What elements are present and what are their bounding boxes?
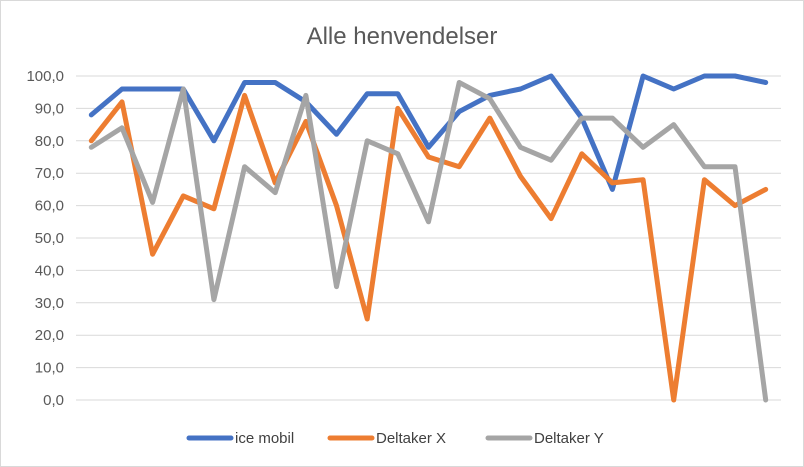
legend-label: Deltaker Y [534, 430, 604, 447]
y-tick-label: 80,0 [35, 133, 64, 150]
y-tick-label: 30,0 [35, 295, 64, 312]
series-line-deltaker-x [88, 92, 769, 403]
y-tick-label: 10,0 [35, 360, 64, 377]
y-tick-label: 90,0 [35, 100, 64, 117]
gridlines [76, 75, 781, 401]
y-tick-label: 60,0 [35, 198, 64, 215]
series-lines [88, 73, 769, 403]
y-tick-label: 0,0 [43, 392, 64, 409]
y-tick-label: 100,0 [26, 68, 64, 85]
legend-label: ice mobil [235, 430, 294, 447]
series-line-ice-mobil [88, 73, 769, 192]
y-tick-label: 50,0 [35, 230, 64, 247]
legend-label: Deltaker X [376, 430, 446, 447]
chart-title: Alle henvendelser [307, 23, 498, 50]
legend: ice mobil Deltaker X Deltaker Y [186, 430, 604, 447]
y-tick-label: 40,0 [35, 262, 64, 279]
y-axis-tick-labels: 0,0 10,0 20,0 30,0 40,0 50,0 60,0 70,0 80,0 90,0 1… [26, 68, 64, 409]
y-tick-label: 70,0 [35, 165, 64, 182]
y-tick-label: 20,0 [35, 327, 64, 344]
series-line-deltaker-y [88, 80, 769, 403]
